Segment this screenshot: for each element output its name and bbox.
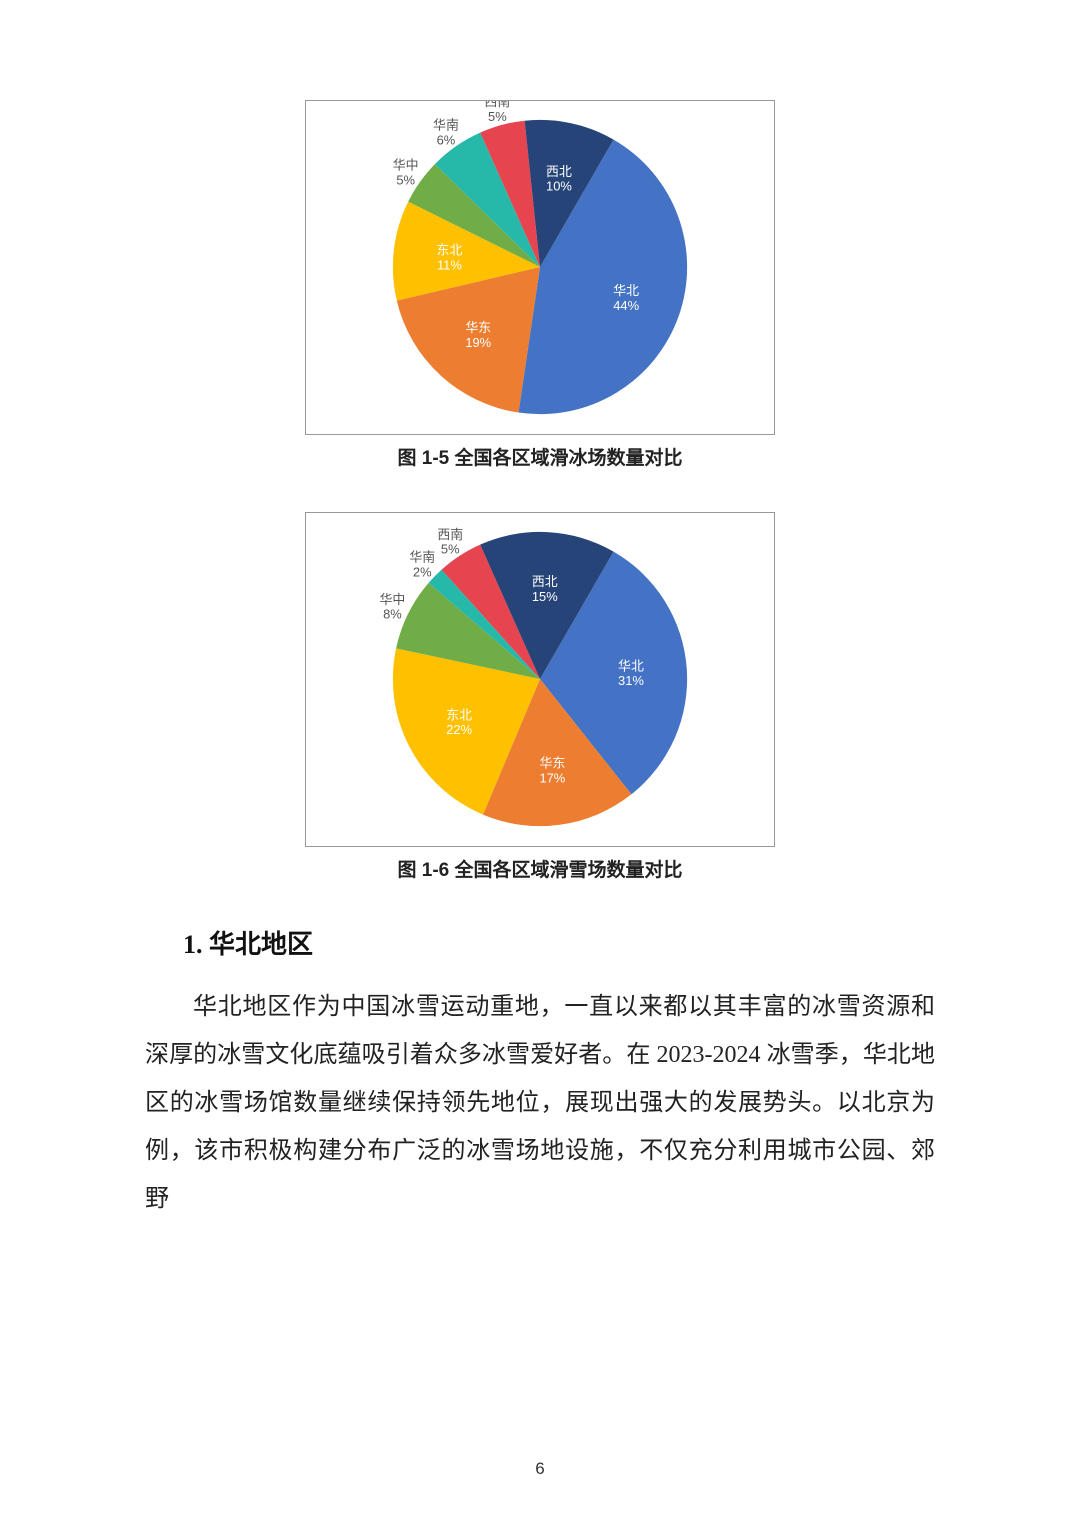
slice-label-name: 华东: [539, 755, 565, 770]
slice-label-name: 西南: [437, 527, 463, 542]
slice-label-percent: 10%: [546, 179, 572, 194]
page-number: 6: [0, 1459, 1080, 1479]
slice-label-percent: 11%: [437, 257, 462, 272]
slice-label-name: 西北: [546, 164, 572, 179]
slice-label-name: 东北: [436, 243, 462, 258]
pie-chart-1: 华北44%华东19%东北11%华中5%华南6%西南5%西北10%: [306, 101, 774, 434]
slice-label-name: 华东: [465, 320, 491, 335]
section-heading: 1. 华北地区: [183, 924, 935, 961]
slice-label-percent: 5%: [441, 542, 460, 557]
chart-2-container: 华北31% 华东17% 东北22% 华中8% 华南2% 西南5% 西北15%: [305, 512, 775, 847]
slice-label-percent: 6%: [437, 133, 456, 148]
slice-label-percent: 31%: [618, 673, 644, 688]
slice-label-percent: 44%: [613, 298, 639, 313]
slice-label-name: 华北: [613, 283, 639, 298]
slice-label-percent: 2%: [413, 565, 432, 580]
chart-2-caption: 图 1-6 全国各区域滑雪场数量对比: [145, 855, 935, 882]
slice-label-percent: 5%: [488, 109, 507, 124]
slice-label-name: 华中: [379, 592, 405, 607]
slice-label-percent: 15%: [532, 589, 558, 604]
slice-label-name: 华中: [393, 158, 419, 173]
slice-label-percent: 5%: [396, 172, 415, 187]
slice-label-percent: 22%: [446, 722, 472, 737]
slice-label-name: 华南: [409, 550, 435, 565]
pie-chart-2: 华北31% 华东17% 东北22% 华中8% 华南2% 西南5% 西北15%: [306, 513, 774, 846]
body-paragraph: 华北地区作为中国冰雪运动重地，一直以来都以其丰富的冰雪资源和深厚的冰雪文化底蕴吸…: [145, 983, 935, 1223]
slice-label-percent: 17%: [539, 770, 565, 785]
slice-label-name: 华南: [433, 118, 459, 133]
slice-label-percent: 19%: [465, 335, 491, 350]
slice-label-name: 西南: [484, 101, 510, 109]
chart-1-caption: 图 1-5 全国各区域滑冰场数量对比: [145, 443, 935, 470]
slice-label-percent: 8%: [383, 607, 402, 622]
chart-1-container: 华北44%华东19%东北11%华中5%华南6%西南5%西北10%: [305, 100, 775, 435]
slice-label-name: 华北: [618, 658, 644, 673]
slice-label-name: 东北: [446, 707, 472, 722]
slice-label-name: 西北: [532, 574, 558, 589]
